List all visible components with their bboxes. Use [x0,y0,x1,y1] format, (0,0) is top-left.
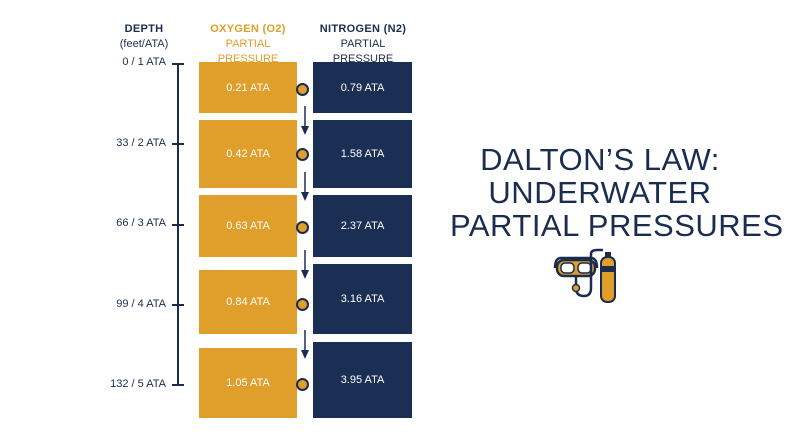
connector-dot [296,148,309,161]
arrow-down-icon [301,106,309,135]
depth-tick [172,224,184,226]
title-line-1: DALTON’S LAW: [480,142,720,177]
depth-label: 66 / 3 ATA [116,217,166,229]
depth-label: 0 / 1 ATA [122,56,166,68]
depth-tick [172,304,184,306]
depth-tick [172,384,184,386]
oxygen-pressure-box: 0.42 ATA [199,120,297,188]
oxygen-pressure-box: 0.84 ATA [199,270,297,334]
oxygen-pressure-box: 0.63 ATA [199,195,297,257]
arrow-down-icon [301,172,309,201]
nitrogen-pressure-box: 1.58 ATA [313,120,412,188]
nitrogen-pressure-box: 3.16 ATA [313,264,412,334]
oxygen-pressure-box: 1.05 ATA [199,348,297,418]
arrow-down-icon [301,250,309,279]
arrow-down-icon [301,330,309,359]
depth-header-title: DEPTH [124,23,164,35]
connector-dot [296,83,309,96]
nitrogen-pressure-box: 0.79 ATA [313,62,412,113]
nitrogen-header-title: NITROGEN (N2) [319,23,407,35]
infographic-title: DALTON’S LAW: UNDERWATER PARTIAL PRESSUR… [450,142,784,243]
depth-tick [172,143,184,145]
connector-dot [296,378,309,391]
connector-dot [296,298,309,311]
oxygen-header-title: OXYGEN (O2) [210,23,286,35]
depth-label: 99 / 4 ATA [116,298,166,310]
nitrogen-pressure-box: 2.37 ATA [313,195,412,257]
title-line-2: UNDERWATER [488,175,712,210]
depth-label: 33 / 2 ATA [116,137,166,149]
oxygen-pressure-box: 0.21 ATA [199,62,297,113]
title-line-3: PARTIAL PRESSURES [450,208,784,243]
nitrogen-column-header: NITROGEN (N2) PARTIAL PRESSURE [312,22,414,67]
nitrogen-pressure-box: 3.95 ATA [313,342,412,418]
depth-label: 132 / 5 ATA [110,378,166,390]
scuba-mask-and-tank-icon [553,248,616,303]
depth-tick [172,63,184,65]
depth-header-unit: (feet/ATA) [119,38,169,50]
connector-dot [296,221,309,234]
depth-column-header: DEPTH (feet/ATA) [108,22,180,52]
oxygen-column-header: OXYGEN (O2) PARTIAL PRESSURE [198,22,298,67]
